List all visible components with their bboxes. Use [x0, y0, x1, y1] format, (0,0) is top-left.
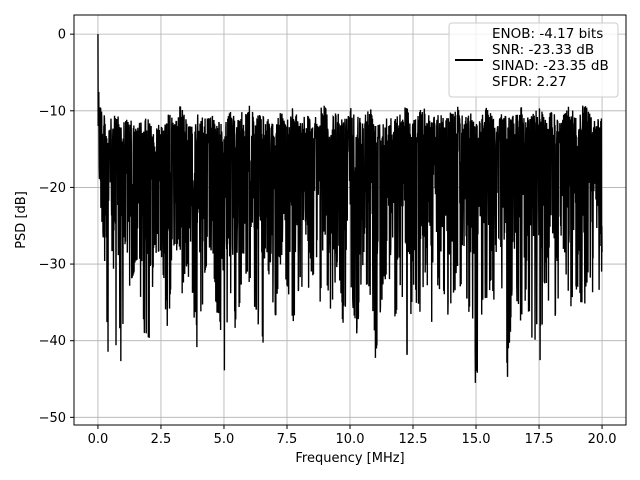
x-tick-label: 12.5	[399, 432, 428, 447]
x-tick-label: 10.0	[336, 432, 365, 447]
y-ticks: 0 −10 −20 −30 −40 −50	[39, 28, 74, 426]
y-tick-label: −20	[39, 181, 66, 196]
x-tick-label: 7.5	[277, 432, 298, 447]
legend-box	[448, 22, 619, 98]
x-ticks: 0.0 2.5 5.0 7.5 10.0 12.5 15.0 17.5 20.0	[88, 425, 617, 447]
x-tick-label: 5.0	[214, 432, 235, 447]
y-tick-label: −30	[39, 258, 66, 273]
x-tick-label: 2.5	[151, 432, 172, 447]
data-layer	[97, 34, 603, 383]
x-tick-label: 17.5	[525, 432, 554, 447]
x-tick-label: 0.0	[88, 432, 109, 447]
psd-series-line	[97, 34, 603, 383]
y-tick-label: −50	[39, 411, 66, 426]
x-tick-label: 15.0	[462, 432, 491, 447]
legend-entry-sinad: SINAD: -23.35 dB	[492, 58, 609, 74]
y-tick-label: −40	[39, 334, 66, 349]
y-axis-label: PSD [dB]	[14, 191, 29, 249]
x-axis-label: Frequency [MHz]	[295, 451, 404, 466]
legend-entry-enob: ENOB: -4.17 bits	[492, 26, 603, 42]
legend-entry-sfdr: SFDR: 2.27	[492, 74, 567, 90]
legend: ENOB: -4.17 bits SNR: -23.33 dB SINAD: -…	[448, 22, 619, 98]
y-tick-label: −10	[39, 104, 66, 119]
legend-entry-snr: SNR: -23.33 dB	[492, 42, 594, 58]
x-tick-label: 20.0	[588, 432, 617, 447]
y-tick-label: 0	[58, 28, 66, 43]
